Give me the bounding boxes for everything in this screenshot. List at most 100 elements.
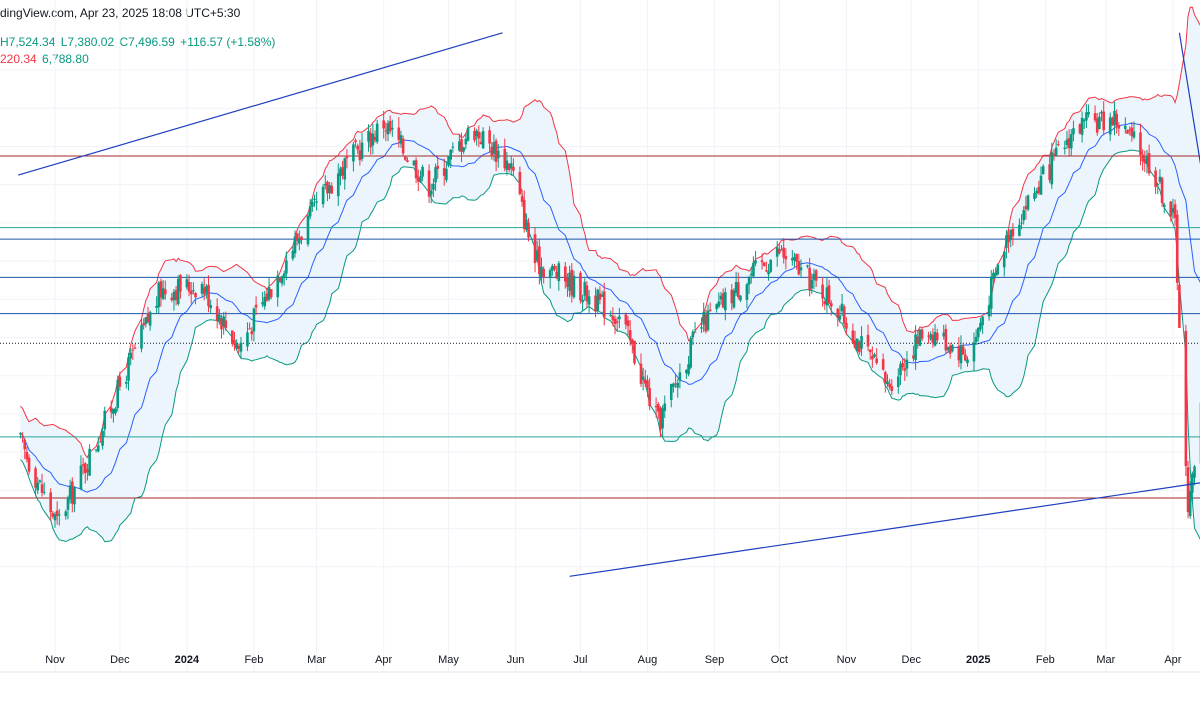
candle-body xyxy=(624,314,628,325)
candle-body xyxy=(185,279,189,288)
candle-body xyxy=(901,362,904,368)
candle-body xyxy=(328,185,331,193)
candle-body xyxy=(103,410,107,430)
candle-body xyxy=(1173,204,1177,218)
candle-body xyxy=(795,253,798,262)
candle-body xyxy=(237,345,241,349)
candle-body xyxy=(300,236,303,241)
candle-body xyxy=(27,457,31,472)
candle-body xyxy=(466,127,470,141)
candle-body xyxy=(1160,177,1164,203)
candle-body xyxy=(672,383,675,387)
candle-body xyxy=(421,166,424,177)
candle-body xyxy=(609,314,613,316)
candle-body xyxy=(1158,176,1162,182)
candle-body xyxy=(285,260,288,274)
candle-body xyxy=(386,123,390,135)
candle-body xyxy=(1022,210,1026,221)
candle-body xyxy=(1052,153,1056,156)
candle-body xyxy=(778,248,781,254)
candle-body xyxy=(449,149,452,160)
candle-body xyxy=(1054,147,1058,156)
candle-body xyxy=(868,349,872,353)
candle-body xyxy=(179,274,182,292)
candle-body xyxy=(871,355,874,360)
candle-body xyxy=(814,270,818,281)
candle-body xyxy=(291,250,295,259)
candle-body xyxy=(881,359,885,370)
candle-body xyxy=(207,284,210,307)
candle-body xyxy=(585,285,589,302)
candle-body xyxy=(873,354,876,357)
candle-body xyxy=(890,386,894,391)
candle-body xyxy=(996,264,1000,275)
candle-body xyxy=(810,279,814,289)
candle-body xyxy=(691,331,695,338)
candle-body xyxy=(315,201,318,203)
candle-body xyxy=(187,281,191,292)
candle-body xyxy=(555,271,558,279)
candle-body xyxy=(254,304,258,308)
candle-body xyxy=(360,142,364,159)
candle-body xyxy=(269,289,273,298)
x-tick-label: Jul xyxy=(573,654,587,666)
candle-body xyxy=(631,339,634,344)
candle-body xyxy=(345,155,349,159)
candle-body xyxy=(129,352,132,359)
candle-body xyxy=(596,289,600,311)
candle-body xyxy=(1171,208,1175,213)
candle-body xyxy=(239,342,243,352)
candle-body xyxy=(935,332,939,341)
candle-body xyxy=(367,131,370,142)
candle-body xyxy=(916,336,920,344)
candle-body xyxy=(734,281,738,293)
candle-body xyxy=(477,131,481,139)
candle-body xyxy=(551,265,554,271)
candle-body xyxy=(557,263,561,282)
ohlc-close: C7,496.59 xyxy=(119,35,175,49)
candle-body xyxy=(116,379,120,408)
candle-body xyxy=(1126,129,1129,134)
candle-body xyxy=(23,439,27,450)
candle-body xyxy=(654,405,658,408)
candle-body xyxy=(507,163,511,170)
candle-body xyxy=(598,293,602,300)
candle-body xyxy=(276,275,280,298)
candle-body xyxy=(445,168,448,181)
candle-body xyxy=(1048,164,1051,181)
candle-body xyxy=(845,322,848,329)
candle-body xyxy=(406,160,409,162)
candle-body xyxy=(989,276,993,309)
candle-body xyxy=(388,120,392,132)
x-tick-label: May xyxy=(438,654,459,666)
candle-body xyxy=(676,382,680,388)
candle-body xyxy=(373,136,377,141)
candle-body xyxy=(899,364,902,376)
candle-body xyxy=(490,146,494,156)
bb-readout: 220.34 6,788.80 xyxy=(0,52,91,66)
candle-body xyxy=(931,334,935,344)
x-tick-label: Nov xyxy=(837,654,857,666)
candle-body xyxy=(866,334,870,347)
candle-body xyxy=(602,291,606,318)
candle-body xyxy=(641,376,645,380)
candle-body xyxy=(570,269,574,296)
x-tick-label: Feb xyxy=(244,654,263,666)
candle-body xyxy=(646,380,649,389)
candle-body xyxy=(88,448,91,476)
candle-body xyxy=(109,407,113,413)
candle-body xyxy=(918,329,922,347)
candle-body xyxy=(49,492,52,513)
candle-body xyxy=(888,383,891,388)
candle-body xyxy=(1087,111,1090,115)
candle-body xyxy=(125,381,128,384)
candle-body xyxy=(719,295,723,300)
candle-body xyxy=(1108,117,1112,135)
candle-body xyxy=(1067,138,1071,149)
ohlc-change: +116.57 (+1.58%) xyxy=(180,35,276,49)
candle-body xyxy=(462,147,465,152)
candle-body xyxy=(903,368,907,371)
candle-body xyxy=(295,233,299,241)
candle-body xyxy=(860,336,863,349)
